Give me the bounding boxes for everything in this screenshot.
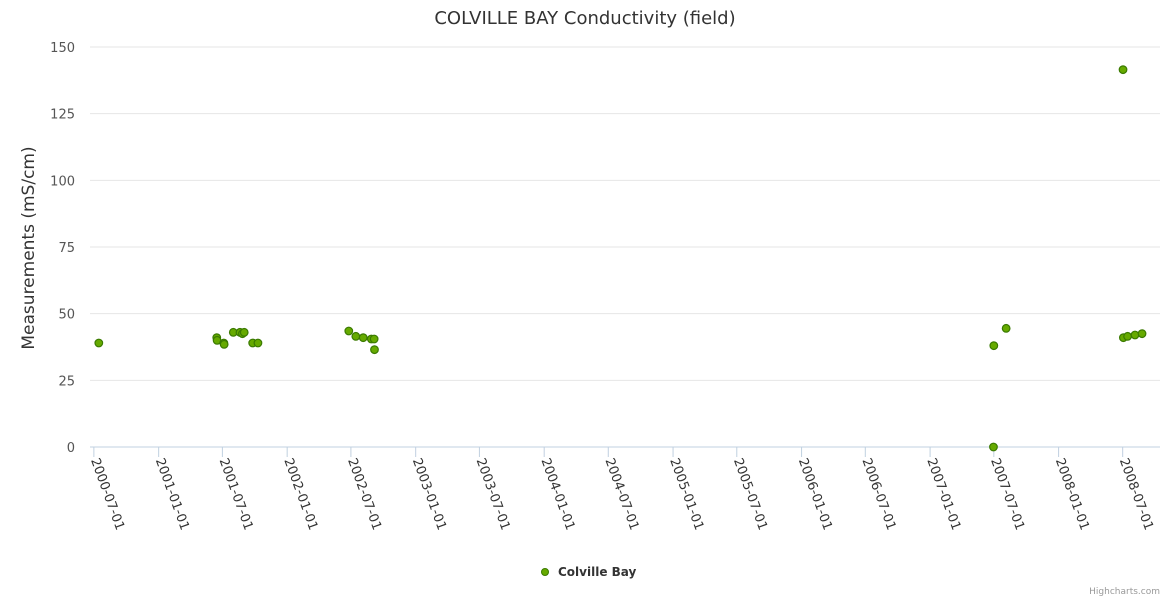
gridlines xyxy=(90,46,1160,381)
y-tick-label: 25 xyxy=(58,374,75,389)
data-point[interactable] xyxy=(358,333,368,343)
series-colville-bay xyxy=(94,65,1147,452)
x-tick-label: 2006-01-01 xyxy=(795,456,835,532)
data-point[interactable] xyxy=(989,341,999,351)
x-tick-label: 2004-01-01 xyxy=(537,456,577,532)
legend-marker-icon xyxy=(541,568,549,576)
y-tick-label: 100 xyxy=(50,174,75,189)
x-tick-label: 2001-01-01 xyxy=(152,456,192,532)
data-point[interactable] xyxy=(344,326,354,336)
x-tick-label: 2002-01-01 xyxy=(280,456,320,532)
data-point[interactable] xyxy=(219,339,229,349)
legend[interactable]: Colville Bay xyxy=(541,565,637,579)
x-tick-label: 2002-07-01 xyxy=(344,456,384,532)
data-point[interactable] xyxy=(1137,329,1147,339)
y-tick-label: 150 xyxy=(50,41,75,56)
y-tick-label: 75 xyxy=(58,241,75,256)
x-tick-label: 2005-07-01 xyxy=(730,456,770,532)
data-point[interactable] xyxy=(351,331,361,341)
x-tick-label: 2001-07-01 xyxy=(216,456,256,532)
data-point[interactable] xyxy=(370,345,379,355)
data-point[interactable] xyxy=(253,338,263,348)
x-tick-label: 2007-07-01 xyxy=(987,456,1027,532)
x-tick-label: 2000-07-01 xyxy=(87,456,127,532)
data-point[interactable] xyxy=(1001,323,1011,333)
data-point[interactable] xyxy=(989,442,998,452)
x-tick-label: 2004-07-01 xyxy=(602,456,642,532)
data-point[interactable] xyxy=(1130,330,1140,340)
data-point[interactable] xyxy=(94,338,104,348)
credits-link[interactable]: Highcharts.com xyxy=(1089,587,1160,597)
data-point[interactable] xyxy=(1123,331,1133,341)
data-point[interactable] xyxy=(369,334,379,344)
x-tick-label: 2005-01-01 xyxy=(666,456,706,532)
x-tick-label: 2003-07-01 xyxy=(473,456,513,532)
x-tick-label: 2006-07-01 xyxy=(859,456,899,532)
y-tick-label: 125 xyxy=(50,108,75,123)
y-tick-label: 50 xyxy=(58,308,75,323)
legend-item-colville-bay[interactable]: Colville Bay xyxy=(558,565,637,579)
chart-title: COLVILLE BAY Conductivity (field) xyxy=(434,8,735,29)
x-tick-label: 2007-01-01 xyxy=(923,456,963,532)
y-axis-ticks: 0 25 50 75 100 125 150 xyxy=(50,41,75,456)
data-point[interactable] xyxy=(239,327,249,337)
x-tick-label: 2008-01-01 xyxy=(1052,456,1092,532)
y-axis-label: Measurements (mS/cm) xyxy=(19,146,39,349)
y-tick-label: 0 xyxy=(67,441,75,456)
x-axis-ticks: 2000-07-01 2001-01-01 2001-07-01 2002-01-01… xyxy=(87,447,1156,532)
x-tick-label: 2008-07-01 xyxy=(1116,456,1156,532)
data-point[interactable] xyxy=(1118,65,1128,75)
x-tick-label: 2003-01-01 xyxy=(409,456,449,532)
